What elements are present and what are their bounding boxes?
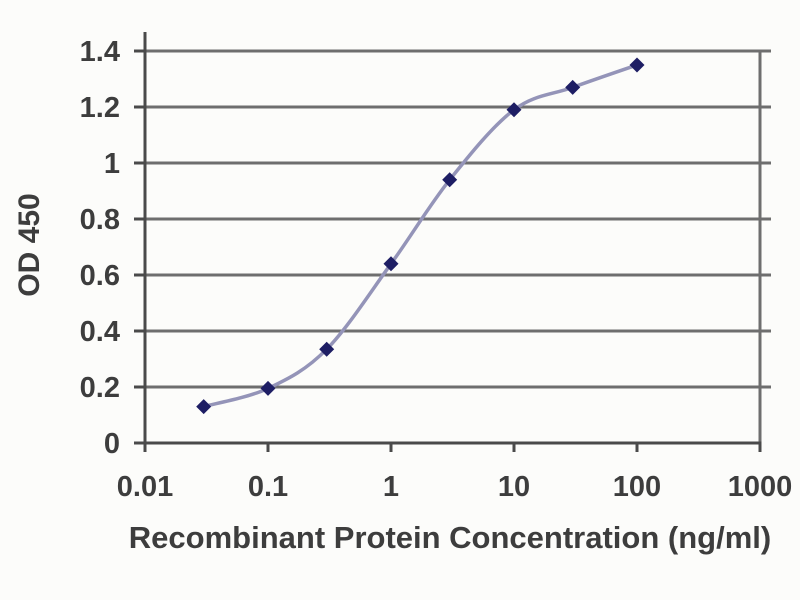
data-point-marker: [319, 341, 335, 357]
data-point-marker: [383, 256, 399, 272]
y-tick-label: 0.8: [80, 204, 120, 236]
y-tick-label: 1.4: [80, 36, 120, 68]
x-tick-label: 1: [383, 471, 399, 503]
data-point-marker: [629, 57, 645, 73]
x-tick-label: 0.01: [117, 471, 173, 503]
y-tick-label: 0.2: [80, 372, 120, 404]
y-tick-label: 0.4: [80, 316, 120, 348]
x-tick-label: 1000: [728, 471, 793, 503]
y-axis-title: OD 450: [13, 193, 46, 297]
data-point-marker: [565, 79, 581, 95]
data-point-marker: [196, 399, 212, 415]
x-axis-title: Recombinant Protein Concentration (ng/ml…: [128, 520, 772, 555]
data-point-marker: [442, 172, 458, 188]
data-point-marker: [506, 102, 522, 118]
series-curve: [203, 63, 638, 409]
x-tick-label: 10: [498, 471, 530, 503]
y-tick-label: 0: [104, 428, 120, 460]
x-tick-label: 100: [613, 471, 661, 503]
y-tick-label: 1.2: [80, 92, 120, 124]
y-tick-label: 0.6: [80, 260, 120, 292]
x-tick-label: 0.1: [248, 471, 288, 503]
y-tick-label: 1: [104, 148, 120, 180]
data-point-marker: [260, 380, 276, 396]
